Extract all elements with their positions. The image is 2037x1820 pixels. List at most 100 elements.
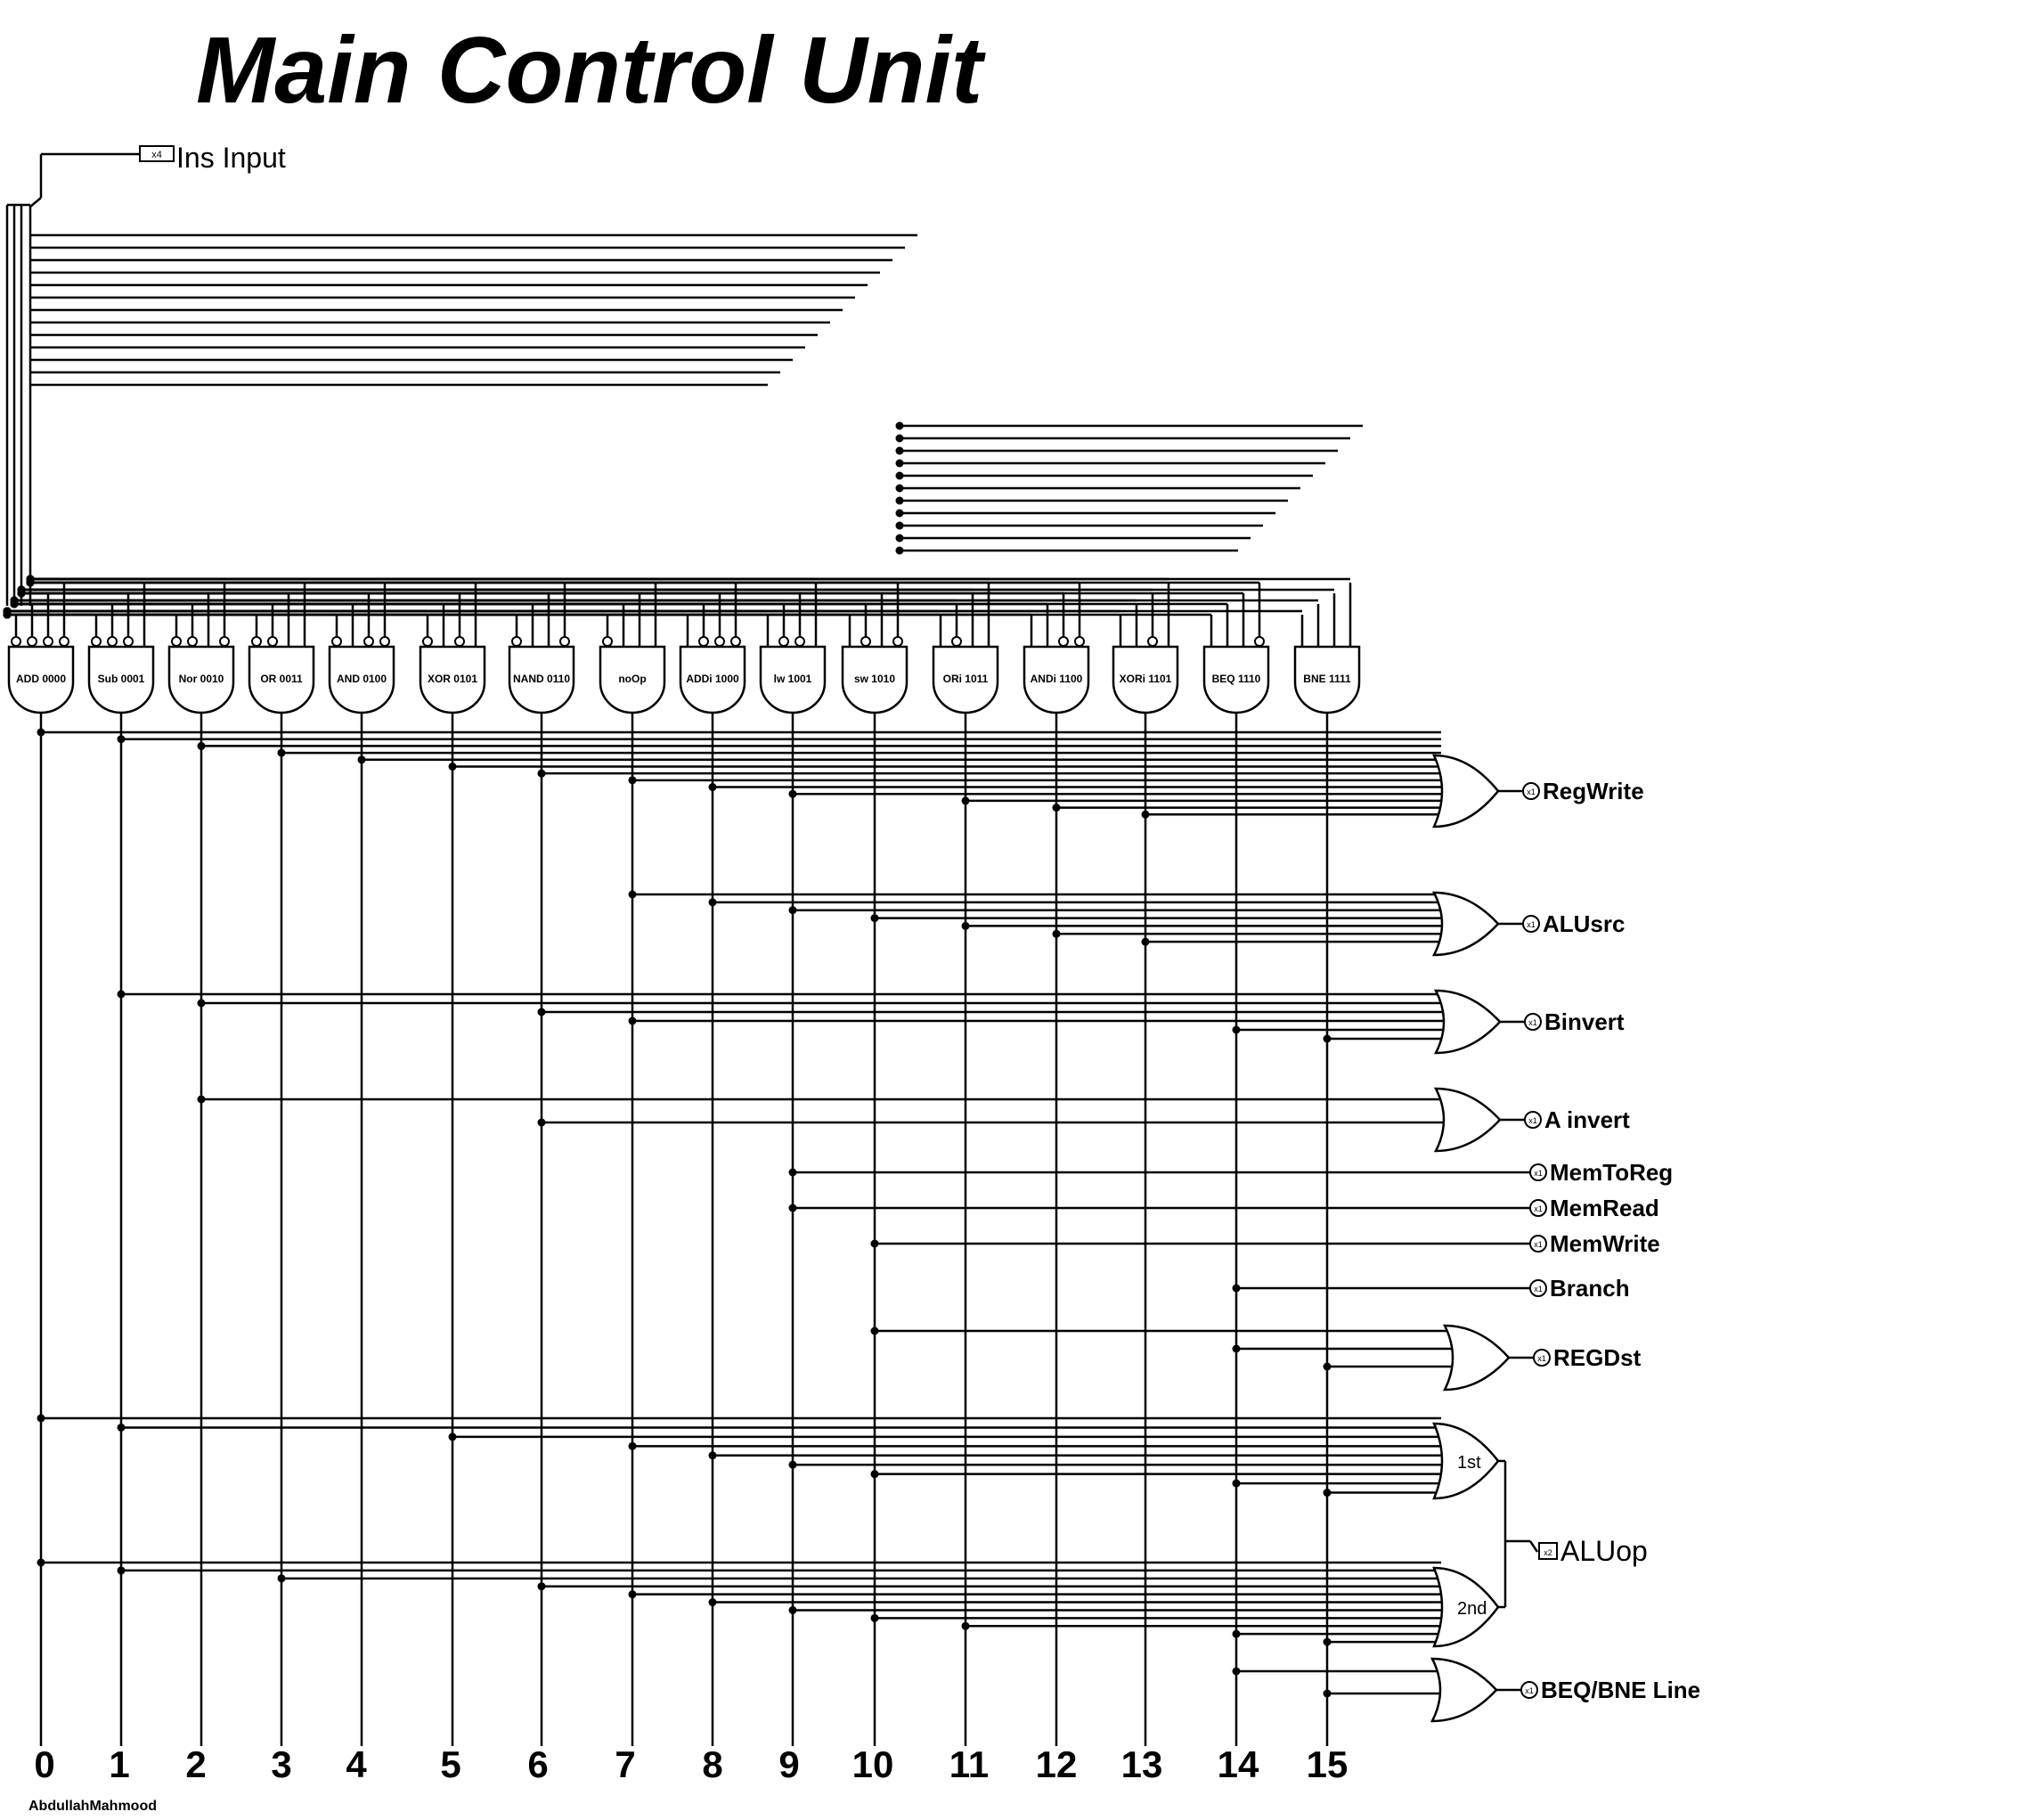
junction-dot — [788, 1460, 797, 1469]
junction-dot — [895, 509, 904, 518]
regwrite-pin-tag: x1 — [1527, 788, 1536, 796]
and-gate-1000[interactable]: ADDi 1000 — [679, 636, 746, 714]
column-index-1: 1 — [109, 1743, 129, 1785]
inverter-bubble — [107, 636, 118, 647]
regwrite-or-gate[interactable] — [1432, 754, 1500, 828]
inverter-bubble — [267, 636, 278, 647]
and-gate-0110[interactable]: NAND 0110 — [508, 636, 575, 714]
and-gate-0001[interactable]: Sub 0001 — [87, 636, 155, 714]
inverter-bubble — [219, 636, 230, 647]
aluop-2nd-or-gate[interactable] — [1432, 1566, 1500, 1648]
gate-label: XOR 0101 — [428, 673, 477, 685]
junction-dot — [1232, 1667, 1241, 1676]
beq-bne-line-pin[interactable] — [1520, 1681, 1538, 1699]
gate-layer: ADD 0000 0 Sub 0001 1 Nor 0010 2 OR 0011 3 AND 0… — [7, 636, 1361, 1785]
and-gate-1010[interactable]: sw 1010 — [841, 636, 909, 714]
and-gate-0111[interactable]: noOp — [599, 636, 666, 714]
junction-dot — [197, 1095, 206, 1104]
author-label: AbdullahMahmood — [29, 1799, 157, 1814]
junction-dot — [1232, 1629, 1241, 1638]
column-index-5: 5 — [440, 1743, 460, 1785]
and-gate-body — [1202, 645, 1270, 714]
junction-dot — [1232, 1344, 1241, 1353]
and-gate-1111[interactable]: BNE 1111 — [1293, 645, 1361, 714]
inverter-bubble — [714, 636, 725, 647]
regdst-pin[interactable] — [1533, 1349, 1551, 1367]
inverter-bubble — [11, 636, 21, 647]
wire-layer — [3, 152, 1539, 1746]
binvert-or-gate[interactable] — [1433, 989, 1502, 1055]
regdst-or-gate[interactable] — [1442, 1324, 1511, 1392]
column-index-4: 4 — [346, 1743, 367, 1785]
memread-pin[interactable] — [1529, 1199, 1547, 1217]
junction-dot — [961, 1621, 970, 1630]
gate-label: Nor 0010 — [179, 673, 224, 685]
aluop-1st-or-gate[interactable] — [1432, 1422, 1500, 1500]
input-pin[interactable]: x4 — [139, 145, 175, 162]
and-gate-body — [679, 645, 746, 714]
inverter-bubble — [379, 636, 390, 647]
and-gate-body — [419, 645, 486, 714]
alusrc-or-gate[interactable] — [1431, 891, 1500, 957]
junction-dot — [628, 890, 637, 899]
junction-dot — [708, 1451, 717, 1460]
and-gate-1001[interactable]: lw 1001 — [759, 636, 827, 714]
junction-dot — [37, 1558, 45, 1567]
gate-label: ADDi 1000 — [686, 673, 739, 685]
and-gate-0010[interactable]: Nor 0010 — [167, 636, 235, 714]
inverter-bubble — [1074, 636, 1085, 647]
regdst-label: REGDst — [1553, 1344, 1642, 1371]
inverter-bubble — [778, 636, 789, 647]
a-invert-pin-tag: x1 — [1528, 1116, 1537, 1125]
branch-pin[interactable] — [1529, 1279, 1547, 1297]
beq-bne-line-or-gate[interactable] — [1430, 1657, 1498, 1723]
wire — [1528, 1540, 1539, 1553]
and-gate-0100[interactable]: AND 0100 — [328, 636, 395, 714]
junction-dot — [628, 1441, 637, 1450]
a-invert-or-gate[interactable] — [1433, 1087, 1502, 1153]
junction-dot — [788, 1605, 797, 1614]
binvert-label: Binvert — [1544, 1008, 1625, 1035]
and-gate-1101[interactable]: XORi 1101 — [1112, 636, 1179, 714]
aluop-pin[interactable] — [1538, 1542, 1558, 1560]
and-gate-body — [1293, 645, 1361, 714]
and-gate-0101[interactable]: XOR 0101 — [419, 636, 486, 714]
and-gate-1011[interactable]: ORi 1011 — [932, 636, 999, 714]
inverter-bubble — [602, 636, 613, 647]
inverter-bubble — [1058, 636, 1069, 647]
junction-dot — [895, 534, 904, 543]
junction-dot — [197, 741, 206, 750]
junction-dot — [961, 921, 970, 930]
junction-dot — [10, 596, 19, 605]
inverter-bubble — [422, 636, 433, 647]
aluop-label: ALUop — [1560, 1535, 1648, 1567]
junction-dot — [26, 575, 35, 584]
junction-dot — [870, 1239, 879, 1248]
binvert-pin[interactable] — [1524, 1013, 1542, 1031]
junction-dot — [895, 546, 904, 555]
junction-dot — [1232, 1479, 1241, 1488]
regwrite-pin[interactable] — [1522, 782, 1540, 800]
inverter-bubble — [1254, 636, 1265, 647]
input-width-tag: x4 — [151, 150, 162, 160]
inverter-bubble — [511, 636, 522, 647]
and-gate-1110[interactable]: BEQ 1110 — [1202, 636, 1270, 714]
and-gate-1100[interactable]: ANDi 1100 — [1023, 636, 1090, 714]
and-gate-0011[interactable]: OR 0011 — [248, 636, 315, 714]
inverter-bubble — [27, 636, 37, 647]
a-invert-pin[interactable] — [1524, 1111, 1542, 1129]
memtoreg-pin[interactable] — [1529, 1163, 1547, 1181]
junction-dot — [3, 607, 12, 616]
inverter-bubble — [187, 636, 198, 647]
junction-dot — [1141, 810, 1150, 819]
inverter-bubble — [730, 636, 741, 647]
alusrc-pin[interactable] — [1522, 915, 1540, 933]
memwrite-pin[interactable] — [1529, 1235, 1547, 1253]
and-gate-0000[interactable]: ADD 0000 — [7, 636, 75, 714]
junction-dot — [537, 769, 546, 778]
column-index-6: 6 — [527, 1743, 548, 1785]
junction-dot — [895, 496, 904, 505]
junction-dot — [1323, 1637, 1332, 1646]
gate-label: BNE 1111 — [1303, 673, 1351, 685]
